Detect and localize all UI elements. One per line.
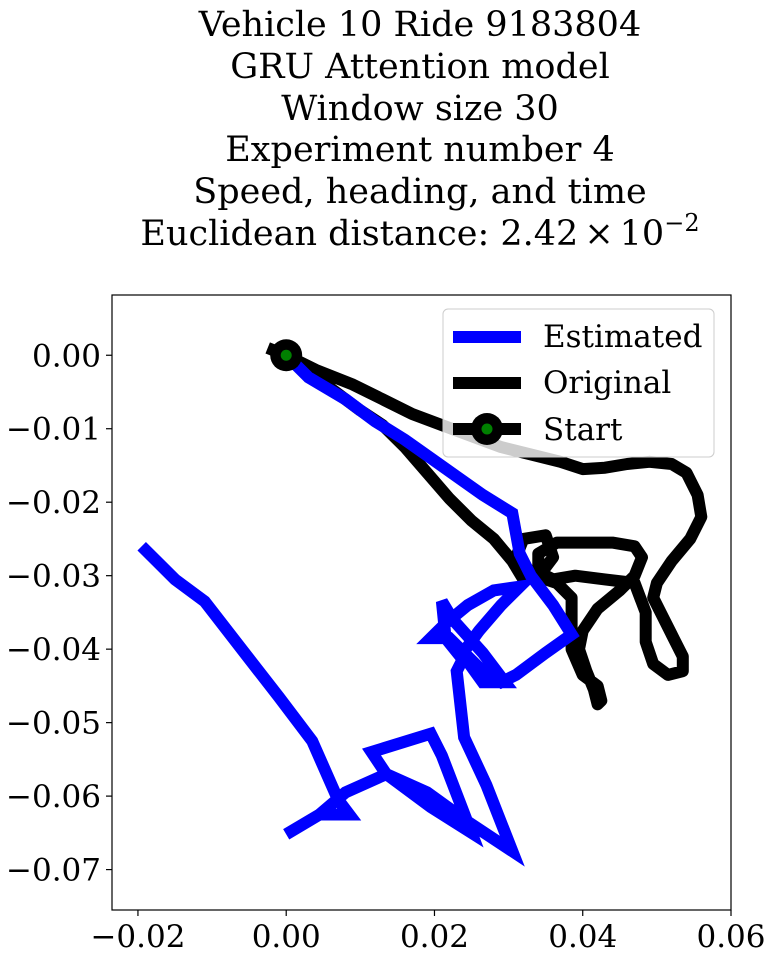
- y-tick-label: −0.05: [6, 706, 101, 742]
- title-distance-exponent: −2: [664, 209, 699, 237]
- title-distance-mantissa: 2.42: [500, 214, 578, 254]
- start-marker: [270, 339, 303, 372]
- y-tick-label: −0.01: [6, 412, 101, 448]
- y-tick-label: −0.02: [6, 485, 101, 521]
- y-axis: 0.00 −0.01 −0.02 −0.03 −0.04 −0.05 −0.06 −0.07: [6, 338, 112, 889]
- title-line-1: Vehicle 10 Ride 9183804: [198, 5, 641, 45]
- series-line-estimated: [137, 351, 580, 867]
- y-tick-label: −0.06: [6, 779, 101, 815]
- series-line-original: [265, 342, 708, 711]
- x-tick-label: 0.00: [252, 919, 321, 955]
- series-layer: [137, 339, 708, 867]
- title-distance-times: ×: [584, 214, 613, 254]
- y-tick-label: 0.00: [32, 338, 101, 374]
- title-line-5: Speed, heading, and time: [193, 172, 646, 212]
- chart-title: Vehicle 10 Ride 9183804 GRU Attention mo…: [140, 5, 699, 254]
- legend-label-estimated: Estimated: [543, 319, 702, 355]
- plot-frame: [111, 294, 732, 911]
- legend-box: [442, 308, 715, 458]
- legend-label-start: Start: [543, 412, 623, 448]
- legend-start-marker-inner: [481, 423, 493, 435]
- legend: Estimated Original Start: [442, 308, 715, 458]
- y-tick-label: −0.04: [6, 632, 101, 668]
- title-distance-prefix: Euclidean distance:: [140, 214, 500, 254]
- title-distance-base: 10: [620, 214, 665, 254]
- legend-label-original: Original: [543, 365, 671, 401]
- title-line-3: Window size 30: [281, 89, 559, 129]
- title-line-4: Experiment number 4: [225, 130, 614, 170]
- y-tick-label: −0.03: [6, 559, 101, 595]
- x-tick-label: 0.06: [696, 919, 765, 955]
- x-axis: −0.02 0.00 0.02 0.04 0.06: [90, 910, 766, 955]
- title-distance-line: Euclidean distance: 2.42 × 10−2: [140, 209, 699, 254]
- y-tick-label: −0.07: [6, 853, 101, 889]
- x-tick-label: 0.02: [400, 919, 469, 955]
- start-marker-inner: [280, 349, 292, 361]
- x-tick-label: −0.02: [90, 919, 185, 955]
- title-line-2: GRU Attention model: [230, 47, 610, 87]
- x-tick-label: 0.04: [548, 919, 617, 955]
